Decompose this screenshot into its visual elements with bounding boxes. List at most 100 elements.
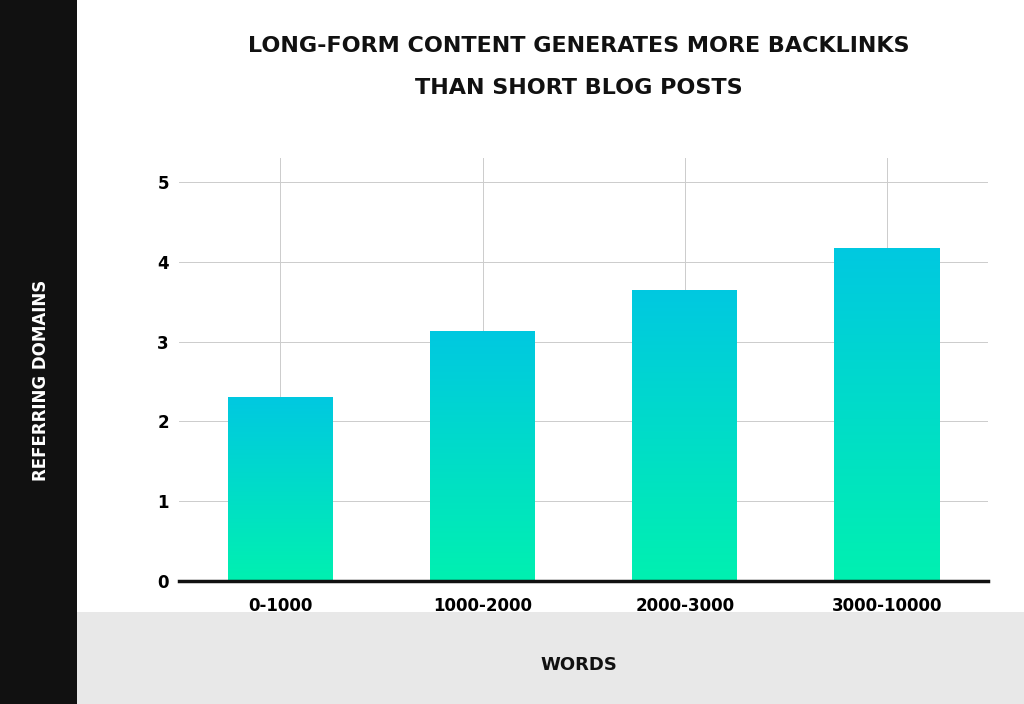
Bar [835, 564, 940, 565]
Bar [632, 542, 737, 543]
Bar [430, 555, 536, 556]
Bar [430, 431, 536, 432]
Bar [632, 295, 737, 296]
Bar [632, 391, 737, 393]
Bar [632, 349, 737, 350]
Bar [632, 371, 737, 372]
Bar [835, 373, 940, 375]
Bar [632, 520, 737, 521]
Bar [430, 522, 536, 524]
Bar [835, 545, 940, 546]
Bar [835, 291, 940, 292]
Bar [430, 367, 536, 368]
Bar [632, 501, 737, 502]
Bar [835, 292, 940, 293]
Bar [430, 493, 536, 494]
Bar [632, 472, 737, 473]
Bar [430, 511, 536, 512]
Bar [430, 333, 536, 334]
Bar [632, 309, 737, 310]
Bar [430, 380, 536, 382]
Bar [430, 451, 536, 452]
Bar [835, 486, 940, 488]
Bar [835, 251, 940, 252]
Bar [430, 534, 536, 535]
Bar [430, 529, 536, 530]
Bar [835, 569, 940, 570]
Bar [430, 538, 536, 539]
Bar [835, 429, 940, 431]
Bar [430, 368, 536, 369]
Bar [835, 561, 940, 562]
Bar [430, 449, 536, 451]
Bar [835, 340, 940, 341]
Bar [430, 485, 536, 486]
Bar [835, 320, 940, 321]
Bar [835, 427, 940, 429]
Bar [632, 449, 737, 450]
Bar [632, 457, 737, 458]
Bar [835, 273, 940, 275]
Bar [835, 421, 940, 422]
Bar [835, 503, 940, 504]
Bar [835, 535, 940, 536]
Bar [430, 483, 536, 484]
Bar [835, 524, 940, 525]
Bar [430, 562, 536, 563]
Bar [430, 554, 536, 555]
Bar [632, 419, 737, 420]
Bar [430, 441, 536, 442]
Bar [835, 514, 940, 515]
Bar [430, 559, 536, 560]
Bar [632, 336, 737, 337]
Bar [430, 425, 536, 426]
Bar [835, 542, 940, 543]
Bar [632, 354, 737, 355]
Bar [835, 512, 940, 513]
Bar [835, 433, 940, 434]
Bar [632, 395, 737, 396]
Bar [835, 540, 940, 541]
Bar [430, 556, 536, 557]
Bar [632, 525, 737, 527]
Bar [430, 371, 536, 372]
Bar [632, 546, 737, 547]
Bar [835, 423, 940, 425]
Bar [835, 558, 940, 560]
Bar [632, 450, 737, 451]
Bar [430, 508, 536, 509]
Bar [835, 572, 940, 573]
Bar [632, 478, 737, 479]
Bar [632, 388, 737, 389]
Bar [430, 366, 536, 367]
Bar [430, 479, 536, 480]
Bar [632, 576, 737, 577]
Bar [835, 483, 940, 484]
Bar [430, 436, 536, 437]
Bar [835, 565, 940, 566]
Bar [430, 422, 536, 423]
Bar [430, 420, 536, 421]
Bar [835, 259, 940, 260]
Bar [632, 326, 737, 327]
Bar [835, 350, 940, 351]
Bar [430, 356, 536, 357]
Bar [430, 334, 536, 336]
Bar [835, 253, 940, 254]
Bar [835, 570, 940, 571]
Bar [632, 410, 737, 411]
Bar [632, 426, 737, 427]
Bar [430, 415, 536, 416]
Bar [430, 427, 536, 428]
Bar [632, 314, 737, 315]
Bar [835, 309, 940, 310]
Bar [632, 439, 737, 440]
Bar [835, 371, 940, 372]
Bar [430, 445, 536, 446]
Bar [632, 535, 737, 536]
Bar [835, 318, 940, 319]
Bar [632, 379, 737, 380]
Bar [430, 513, 536, 515]
Bar [835, 470, 940, 471]
Bar [835, 258, 940, 259]
